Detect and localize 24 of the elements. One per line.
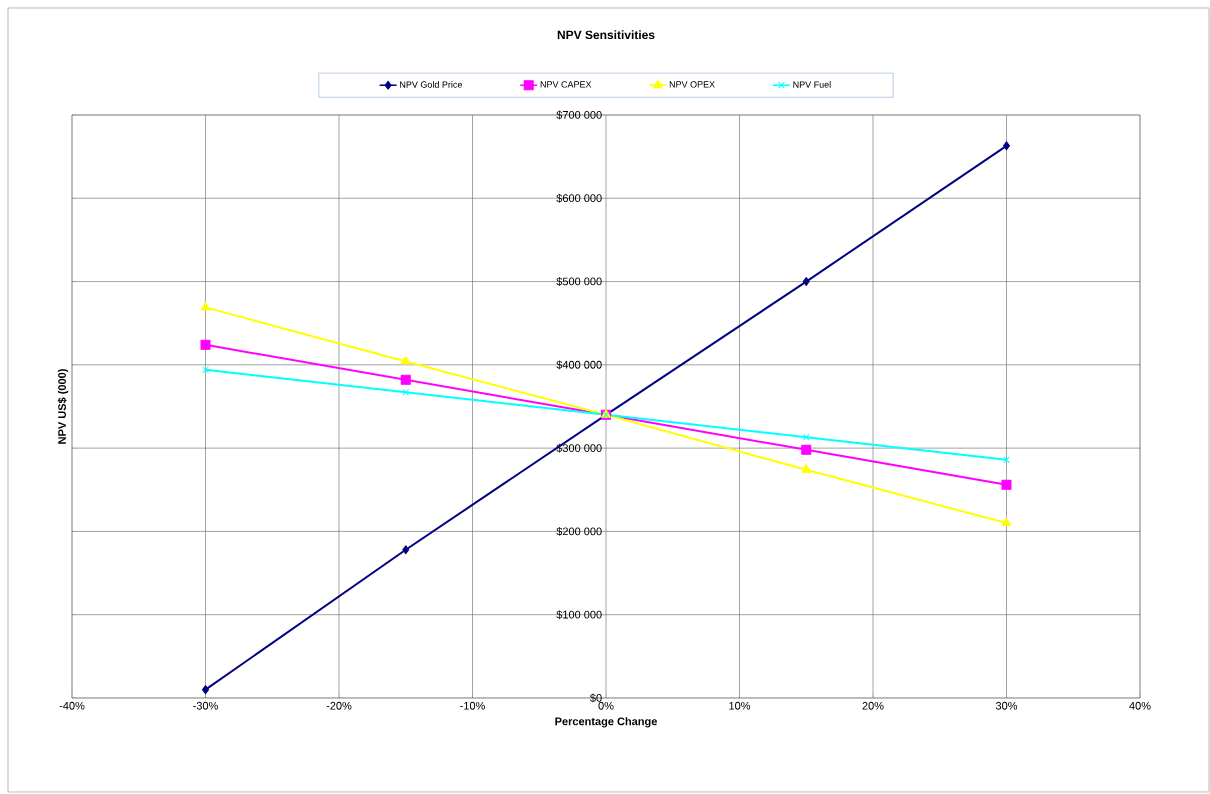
x-tick-label: 10%	[729, 701, 751, 710]
x-tick-label: 40%	[1129, 701, 1151, 710]
x-axis-title: Percentage Change	[555, 717, 657, 728]
y-tick-label: $500 000	[556, 277, 602, 287]
chart-title: NPV Sensitivities	[557, 30, 655, 40]
legend-label: NPV CAPEX	[540, 81, 592, 88]
x-tick-label: -40%	[59, 701, 85, 710]
y-axis-title: NPV US$ (000)	[57, 369, 69, 444]
x-tick-label: 20%	[862, 701, 884, 710]
y-tick-label: $400 000	[556, 360, 602, 370]
y-tick-label: $200 000	[556, 526, 602, 536]
legend-label: NPV OPEX	[669, 81, 715, 88]
y-tick-label: $300 000	[556, 443, 602, 453]
y-tick-label: $600 000	[556, 193, 602, 203]
x-tick-label: 0%	[598, 701, 614, 710]
y-tick-label: $100 000	[556, 610, 602, 620]
x-tick-label: -30%	[193, 701, 218, 710]
x-tick-label: -10%	[460, 701, 485, 710]
legend-label: NPV Gold Price	[400, 81, 463, 88]
legend-label: NPV Fuel	[793, 81, 831, 88]
y-tick-label: $0	[590, 693, 602, 703]
x-tick-label: 30%	[995, 701, 1018, 710]
y-tick-label: $700 000	[556, 110, 602, 120]
x-tick-label: -20%	[326, 701, 352, 710]
